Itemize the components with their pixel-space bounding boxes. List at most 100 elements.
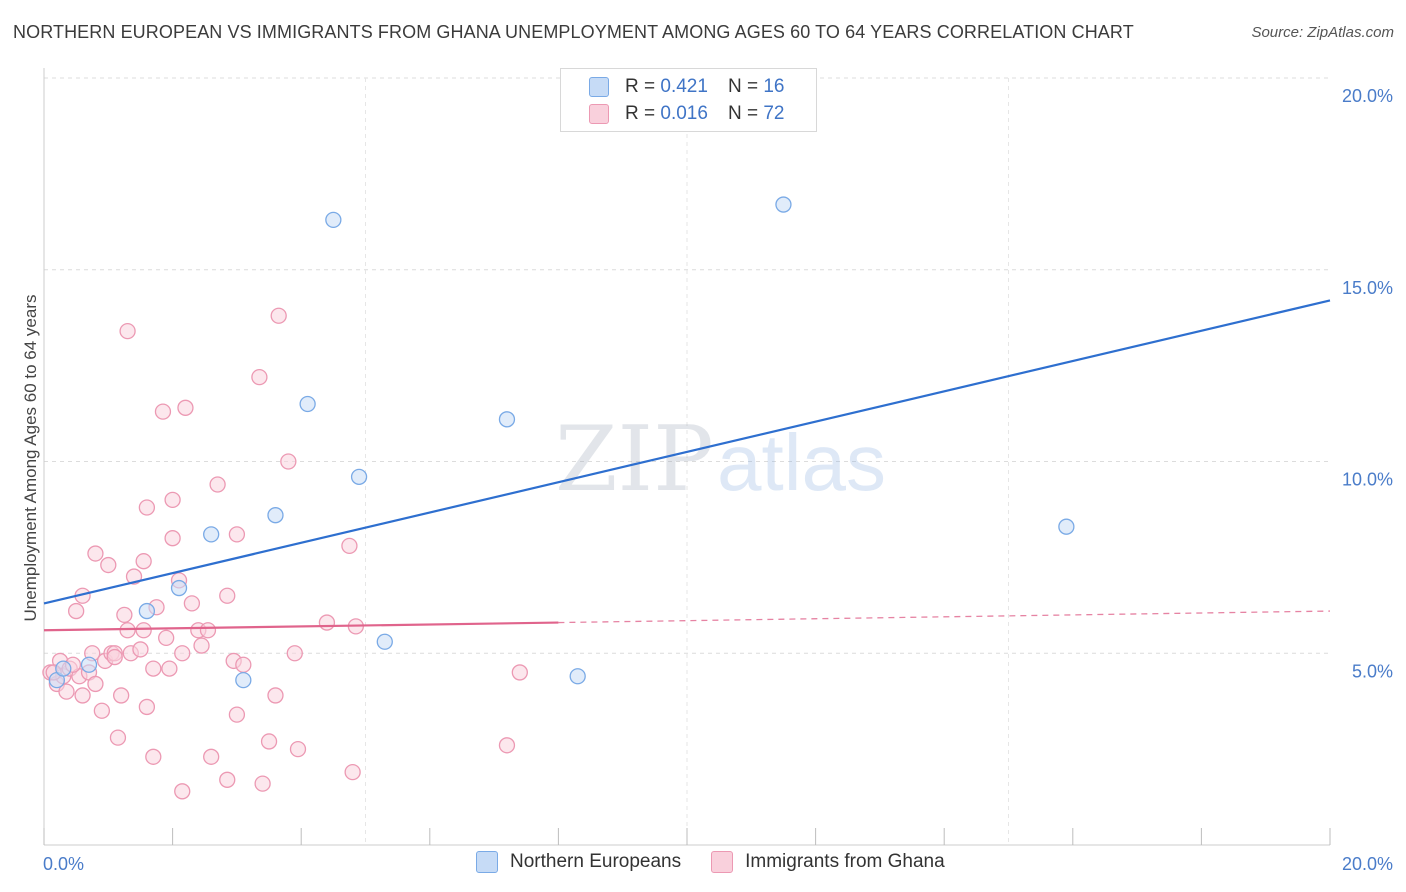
y-axis-label: Unemployment Among Ages 60 to 64 years xyxy=(21,295,40,622)
point-immigrant-ghana xyxy=(344,763,361,781)
point-immigrant-ghana xyxy=(109,729,127,746)
point-immigrant-ghana xyxy=(138,698,156,716)
point-immigrant-ghana xyxy=(228,706,246,723)
legend-row-immigrants-ghana: R = 0.016 N = 72 xyxy=(589,101,784,127)
point-northern-european xyxy=(299,395,316,413)
point-immigrant-ghana xyxy=(203,748,220,765)
legend-n-label: N = xyxy=(727,76,759,97)
point-immigrant-ghana xyxy=(286,645,303,662)
point-immigrant-ghana xyxy=(174,783,191,800)
point-immigrant-ghana xyxy=(68,602,85,620)
series-label: Northern Europeans xyxy=(510,851,682,872)
point-immigrant-ghana xyxy=(106,648,123,666)
legend-row-northern-europeans: R = 0.421 N = 16 xyxy=(589,74,784,100)
point-immigrant-ghana xyxy=(145,748,162,765)
point-immigrant-ghana xyxy=(158,629,175,647)
y-tick-label: 10.0% xyxy=(1342,470,1393,490)
trend-line-immigrants-ghana-dashed xyxy=(558,610,1331,624)
point-northern-european xyxy=(376,633,393,650)
y-tick-label: 15.0% xyxy=(1342,278,1393,298)
y-tick-label: 20.0% xyxy=(1342,86,1393,106)
point-immigrant-ghana xyxy=(193,637,210,654)
point-immigrant-ghana xyxy=(228,526,246,543)
series-swatch-pink xyxy=(711,851,734,873)
correlation-legend: R = 0.421 N = 16 R = 0.016 N = 72 xyxy=(560,68,817,132)
watermark: ZIP atlas xyxy=(555,407,886,512)
legend-swatch-pink xyxy=(589,104,609,124)
point-immigrant-ghana xyxy=(119,322,136,340)
legend-r-label: R = xyxy=(625,76,656,97)
point-immigrant-ghana xyxy=(145,660,162,677)
point-immigrant-ghana xyxy=(93,702,111,719)
point-northern-european xyxy=(498,411,516,428)
point-immigrant-ghana xyxy=(132,641,149,658)
source-credit: Source: ZipAtlas.com xyxy=(1251,24,1394,41)
legend-r-value: 0.421 xyxy=(660,76,708,97)
point-immigrant-ghana xyxy=(235,656,252,673)
x-tick-label: 0.0% xyxy=(43,854,84,874)
point-immigrant-ghana xyxy=(270,307,287,324)
series-swatch-blue xyxy=(476,851,498,873)
point-northern-european xyxy=(1058,518,1075,535)
point-immigrant-ghana xyxy=(135,622,152,639)
point-immigrant-ghana xyxy=(280,453,297,470)
legend-n-value: 16 xyxy=(763,76,785,97)
point-immigrant-ghana xyxy=(161,660,178,677)
point-immigrant-ghana xyxy=(174,645,191,662)
point-northern-european xyxy=(325,211,342,229)
point-immigrant-ghana xyxy=(183,595,201,612)
x-tick-label: 20.0% xyxy=(1342,854,1393,874)
point-immigrant-ghana xyxy=(74,687,91,704)
watermark-atlas: atlas xyxy=(717,418,886,507)
point-immigrant-ghana xyxy=(511,664,528,681)
point-immigrant-ghana xyxy=(116,606,133,624)
point-immigrant-ghana xyxy=(199,622,217,639)
watermark-zip: ZIP xyxy=(555,407,714,512)
point-immigrant-ghana xyxy=(87,675,104,693)
point-immigrant-ghana xyxy=(289,740,307,758)
point-immigrant-ghana xyxy=(341,537,358,555)
legend-swatch-blue xyxy=(589,77,609,97)
point-immigrant-ghana xyxy=(154,403,172,420)
point-northern-european xyxy=(138,602,156,620)
legend-n-label: N = xyxy=(727,103,759,124)
point-northern-european xyxy=(775,196,792,213)
trend-line-northern-europeans xyxy=(43,299,1331,605)
point-immigrant-ghana xyxy=(251,368,268,386)
point-immigrant-ghana xyxy=(318,614,336,631)
point-immigrant-ghana xyxy=(267,687,284,704)
point-immigrant-ghana xyxy=(164,530,181,547)
point-immigrant-ghana xyxy=(87,545,104,562)
point-immigrant-ghana xyxy=(100,556,117,574)
y-tick-label: 5.0% xyxy=(1352,661,1393,681)
point-immigrant-ghana xyxy=(498,737,516,754)
series-label: Immigrants from Ghana xyxy=(745,851,945,872)
point-immigrant-ghana xyxy=(260,733,278,750)
legend-n-value: 72 xyxy=(763,103,785,124)
point-northern-european xyxy=(235,671,252,689)
point-northern-european xyxy=(203,526,220,543)
point-northern-european xyxy=(569,668,586,685)
trend-lines xyxy=(43,299,1331,632)
data-points xyxy=(42,196,1075,800)
series-legend-northern-europeans: Northern Europeans xyxy=(476,851,681,873)
chart-title: NORTHERN EUROPEAN VS IMMIGRANTS FROM GHA… xyxy=(13,22,1134,42)
point-immigrant-ghana xyxy=(135,553,152,570)
point-northern-european xyxy=(80,656,98,673)
point-immigrant-ghana xyxy=(219,587,236,604)
axes xyxy=(43,68,1331,846)
legend-r-value: 0.016 xyxy=(660,103,708,124)
series-legend: Northern Europeans Immigrants from Ghana xyxy=(476,851,975,873)
point-immigrant-ghana xyxy=(254,775,271,792)
point-immigrant-ghana xyxy=(58,683,75,700)
point-immigrant-ghana xyxy=(138,499,156,516)
point-northern-european xyxy=(350,468,368,485)
legend-r-label: R = xyxy=(625,103,656,124)
point-northern-european xyxy=(267,507,284,524)
series-legend-immigrants-ghana: Immigrants from Ghana xyxy=(711,851,945,873)
point-immigrant-ghana xyxy=(219,771,236,788)
tick-labels: 5.0% 10.0% 15.0% 20.0% 0.0% 20.0% xyxy=(43,86,1393,874)
point-immigrant-ghana xyxy=(177,399,194,416)
point-northern-european xyxy=(55,660,72,677)
